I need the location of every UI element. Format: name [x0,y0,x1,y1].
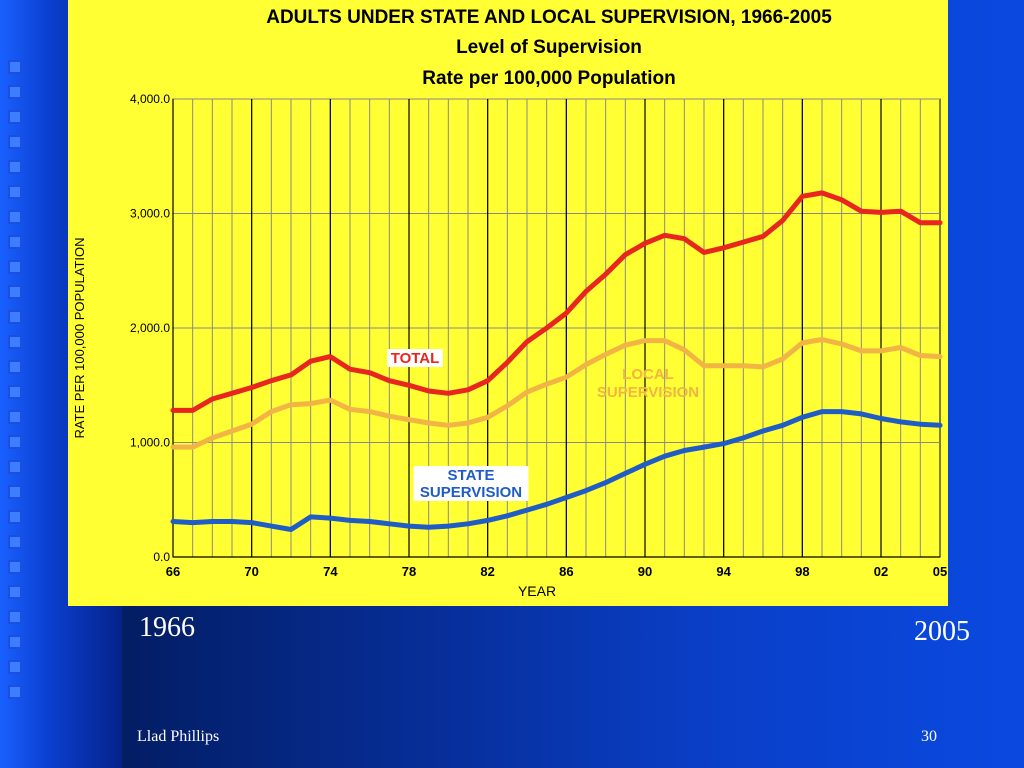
x-tick-label: 05 [933,564,947,579]
local-supervision-label: LOCAL [622,366,674,383]
chart-subtitle-rate: Rate per 100,000 Population [422,68,675,89]
y-tick-label: 0.0 [153,550,170,564]
local-supervision-series-line [170,337,943,450]
x-tick-label: 94 [716,564,731,579]
state-supervision-label: STATE [448,467,495,484]
local-supervision-label: SUPERVISION [597,384,699,401]
y-tick-label: 2,000.0 [130,321,170,335]
start-year-label: 1966 [139,612,195,643]
x-tick-label: 98 [795,564,809,579]
x-axis-label: YEAR [518,583,556,599]
y-axis-label: RATE PER 100,000 POPULATION [72,237,87,438]
page-number: 30 [921,728,937,745]
x-tick-label: 90 [638,564,652,579]
x-tick-label: 86 [559,564,573,579]
author-footer: Llad Phillips [137,728,220,745]
x-tick-label: 70 [244,564,258,579]
decorative-squares [8,60,26,710]
state-supervision-series-line [170,409,943,532]
chart-title: ADULTS UNDER STATE AND LOCAL SUPERVISION… [266,7,832,28]
y-tick-label: 4,000.0 [130,92,170,106]
x-tick-label: 66 [166,564,180,579]
end-year-label: 2005 [914,616,970,647]
chart-subtitle: Level of Supervision [456,37,642,58]
x-tick-label: 02 [874,564,888,579]
x-tick-label: 74 [323,564,338,579]
x-tick-label: 82 [480,564,494,579]
total-series-label: TOTAL [391,350,440,367]
total-series-label-box [387,349,443,367]
y-tick-label: 1,000.0 [130,436,170,450]
total-series-line [170,190,943,413]
y-tick-label: 3,000.0 [130,207,170,221]
state-supervision-label-box [413,466,529,501]
x-tick-label: 78 [402,564,416,579]
state-supervision-label: SUPERVISION [420,484,522,501]
